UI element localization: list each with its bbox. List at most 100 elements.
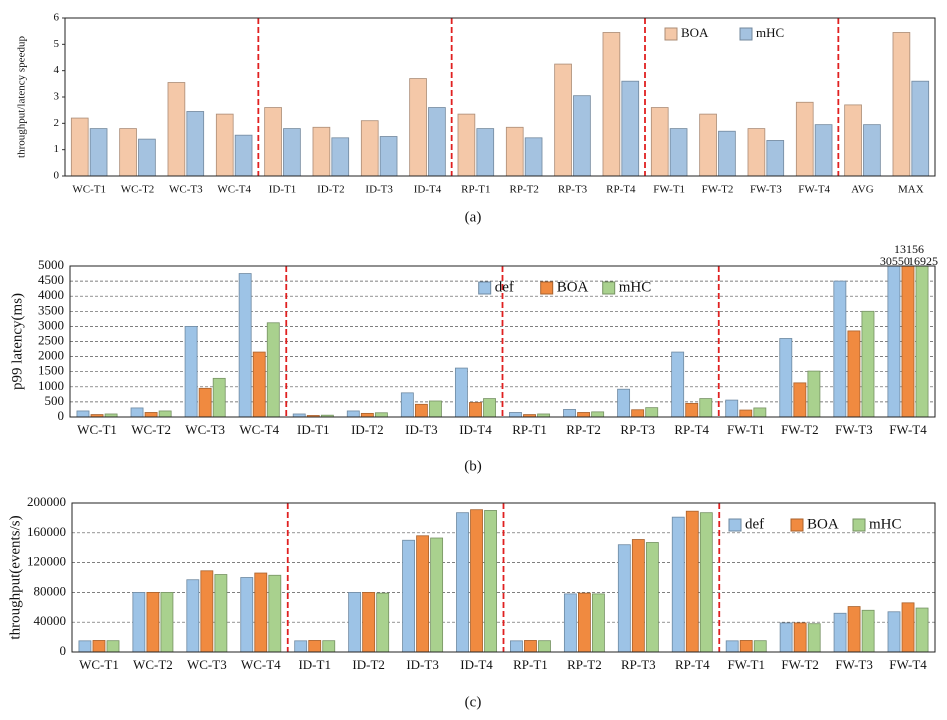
x-tick-label: WC-T4 [239, 422, 279, 437]
bar [631, 409, 645, 417]
x-tick-label: FW-T3 [750, 184, 782, 196]
bar [911, 80, 930, 176]
y-tick-label: 200000 [27, 494, 66, 509]
x-tick-label: RP-T4 [674, 422, 709, 437]
bar [212, 377, 226, 417]
bar [454, 367, 468, 417]
bar [577, 412, 591, 417]
bar [234, 134, 253, 176]
y-tick-label: 500 [45, 393, 65, 408]
bar [592, 593, 605, 652]
x-tick-label: FW-T2 [781, 657, 819, 672]
legend-label: BOA [681, 25, 709, 40]
bar [833, 280, 847, 417]
bar [509, 412, 522, 417]
y-tick-label: 6 [54, 12, 60, 24]
legend-label: BOA [807, 516, 839, 532]
bar [292, 413, 306, 417]
bar [577, 592, 591, 652]
y-tick-label: 160000 [27, 524, 66, 539]
bar [186, 111, 205, 176]
bar [563, 409, 576, 417]
x-tick-label: AVG [851, 184, 873, 196]
bar [847, 330, 861, 417]
bar [119, 128, 137, 176]
bar [892, 32, 911, 176]
bar [833, 612, 847, 652]
y-tick-label: 2000 [38, 348, 64, 363]
bar [573, 95, 591, 176]
bar [699, 398, 713, 417]
bar [90, 414, 104, 417]
caption: (b) [464, 458, 482, 474]
bar [283, 128, 301, 176]
x-tick-label: WC-T1 [72, 184, 106, 196]
bars [76, 266, 929, 417]
bar [847, 606, 861, 652]
x-tick-label: FW-T1 [727, 422, 765, 437]
bar [416, 535, 430, 652]
x-tick-label: WC-T2 [131, 422, 171, 437]
x-tick-label: RP-T1 [512, 422, 547, 437]
bar [470, 509, 483, 652]
bar [186, 579, 200, 652]
y-tick-label: 4 [54, 64, 60, 76]
x-tick-label: ID-T4 [459, 422, 492, 437]
bar [753, 407, 767, 417]
bar [645, 542, 659, 652]
bar [753, 640, 767, 652]
bar [669, 128, 688, 176]
bar [184, 325, 198, 417]
plot-frame [69, 265, 936, 418]
bar [510, 640, 523, 652]
legend-swatch [540, 281, 554, 295]
bar [524, 137, 543, 176]
legend-swatch [739, 27, 753, 41]
bar [138, 138, 156, 176]
bar [793, 622, 807, 652]
legend-swatch [664, 27, 678, 41]
bar [538, 640, 551, 652]
x-tick-label: ID-T3 [365, 184, 393, 196]
caption: (a) [465, 209, 482, 225]
y-tick-label: 3500 [38, 302, 64, 317]
x-tick-label: ID-T2 [351, 422, 384, 437]
x-tick-label: ID-T1 [297, 422, 330, 437]
bar [360, 412, 374, 417]
bar [861, 609, 875, 652]
y-tick-label: 80000 [34, 583, 67, 598]
bar [346, 410, 360, 417]
data-label: 16925 [908, 254, 938, 268]
bar [863, 124, 881, 176]
bar [766, 140, 785, 176]
x-tick-label: FW-T4 [889, 422, 927, 437]
bar [402, 539, 415, 652]
bar [617, 544, 631, 652]
bar [104, 413, 118, 417]
bar [457, 113, 476, 176]
x-tick-label: RP-T2 [567, 657, 602, 672]
x-tick-label: ID-T4 [460, 657, 493, 672]
x-tick-label: RP-T2 [509, 184, 538, 196]
bar [814, 124, 833, 176]
bar [915, 607, 929, 652]
bar [376, 592, 390, 652]
bar [739, 640, 753, 652]
x-tick-label: WC-T3 [169, 184, 203, 196]
bar [400, 392, 414, 417]
bar [524, 640, 537, 652]
bar [523, 414, 536, 417]
x-tick-label: WC-T2 [133, 657, 173, 672]
bar [602, 32, 621, 176]
bar [89, 128, 108, 176]
x-tick-label: FW-T4 [889, 657, 927, 672]
bar [78, 640, 92, 652]
x-tick-label: ID-T1 [269, 184, 297, 196]
y-tick-label: 3000 [38, 317, 64, 332]
bar [268, 574, 282, 652]
x-tick-label: FW-T1 [653, 184, 685, 196]
bar [456, 512, 469, 652]
x-tick-label: WC-T3 [187, 657, 227, 672]
bars [70, 32, 930, 176]
bar [739, 409, 753, 417]
